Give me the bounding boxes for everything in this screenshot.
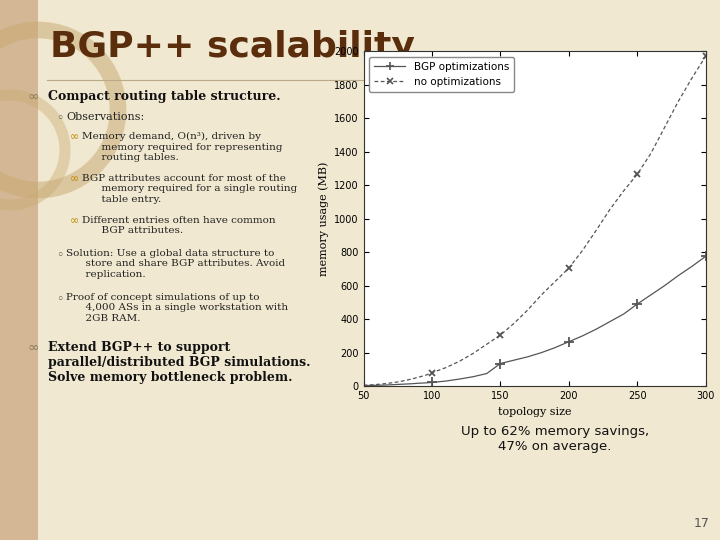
Legend: BGP optimizations, no optimizations: BGP optimizations, no optimizations	[369, 57, 514, 92]
Text: Up to 62% memory savings,
47% on average.: Up to 62% memory savings, 47% on average…	[461, 425, 649, 453]
Text: ∞: ∞	[28, 341, 40, 355]
Text: Different entries often have common
      BGP attributes.: Different entries often have common BGP …	[82, 216, 276, 235]
Text: ∞: ∞	[70, 216, 79, 226]
Text: Observations:: Observations:	[66, 112, 144, 122]
Text: BGP++ scalability: BGP++ scalability	[50, 30, 415, 64]
Text: BGP attributes account for most of the
      memory required for a single routin: BGP attributes account for most of the m…	[82, 174, 297, 204]
X-axis label: topology size: topology size	[498, 407, 572, 416]
Text: Compact routing table structure.: Compact routing table structure.	[48, 90, 281, 103]
Text: ◦: ◦	[56, 112, 63, 125]
Text: Memory demand, O(n³), driven by
      memory required for representing
      rou: Memory demand, O(n³), driven by memory r…	[82, 132, 282, 162]
Text: ∞: ∞	[70, 174, 79, 184]
Text: Proof of concept simulations of up to
      4,000 ASs in a single workstation wi: Proof of concept simulations of up to 4,…	[66, 293, 288, 323]
Text: Extend BGP++ to support
parallel/distributed BGP simulations.
Solve memory bottl: Extend BGP++ to support parallel/distrib…	[48, 341, 310, 384]
Text: Solution: Use a global data structure to
      store and share BGP attributes. A: Solution: Use a global data structure to…	[66, 249, 285, 279]
Y-axis label: memory usage (MB): memory usage (MB)	[318, 161, 328, 276]
Text: ◦: ◦	[56, 249, 63, 262]
Text: 17: 17	[694, 517, 710, 530]
Text: ∞: ∞	[28, 90, 40, 104]
Text: ∞: ∞	[70, 132, 79, 142]
Bar	[0, 0, 38, 540]
Text: ◦: ◦	[56, 293, 63, 306]
